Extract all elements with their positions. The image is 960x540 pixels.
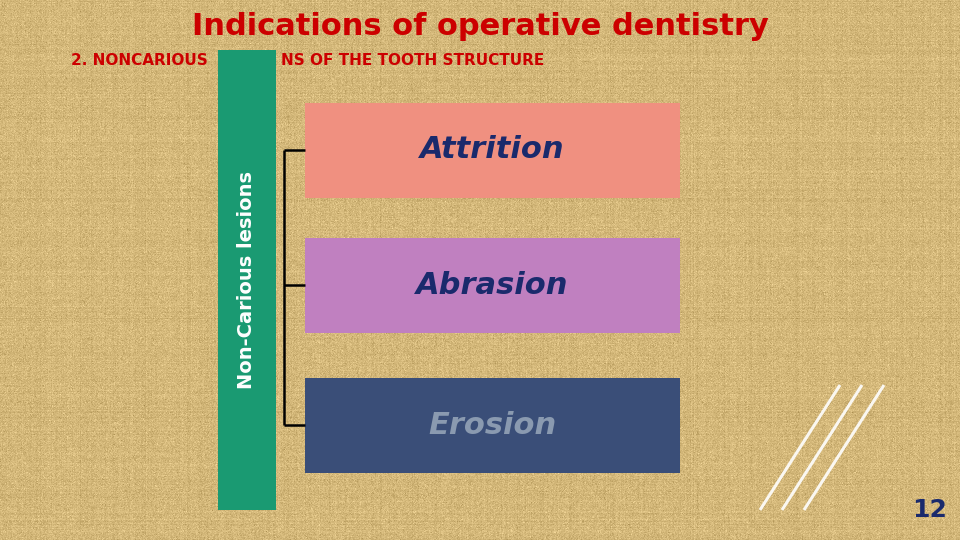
Text: NS OF THE TOOTH STRUCTURE: NS OF THE TOOTH STRUCTURE — [281, 53, 544, 68]
Bar — [218, 50, 276, 510]
Text: Abrasion: Abrasion — [417, 271, 568, 300]
Bar — [305, 377, 680, 472]
Text: Indications of operative dentistry: Indications of operative dentistry — [192, 12, 768, 41]
Text: Attrition: Attrition — [420, 136, 564, 165]
Text: Erosion: Erosion — [428, 410, 557, 440]
Text: 12: 12 — [913, 498, 948, 522]
Bar — [305, 103, 680, 198]
Text: 2. NONCARIOUS: 2. NONCARIOUS — [71, 53, 213, 68]
Text: Non-Carious lesions: Non-Carious lesions — [237, 171, 256, 389]
Bar — [305, 238, 680, 333]
